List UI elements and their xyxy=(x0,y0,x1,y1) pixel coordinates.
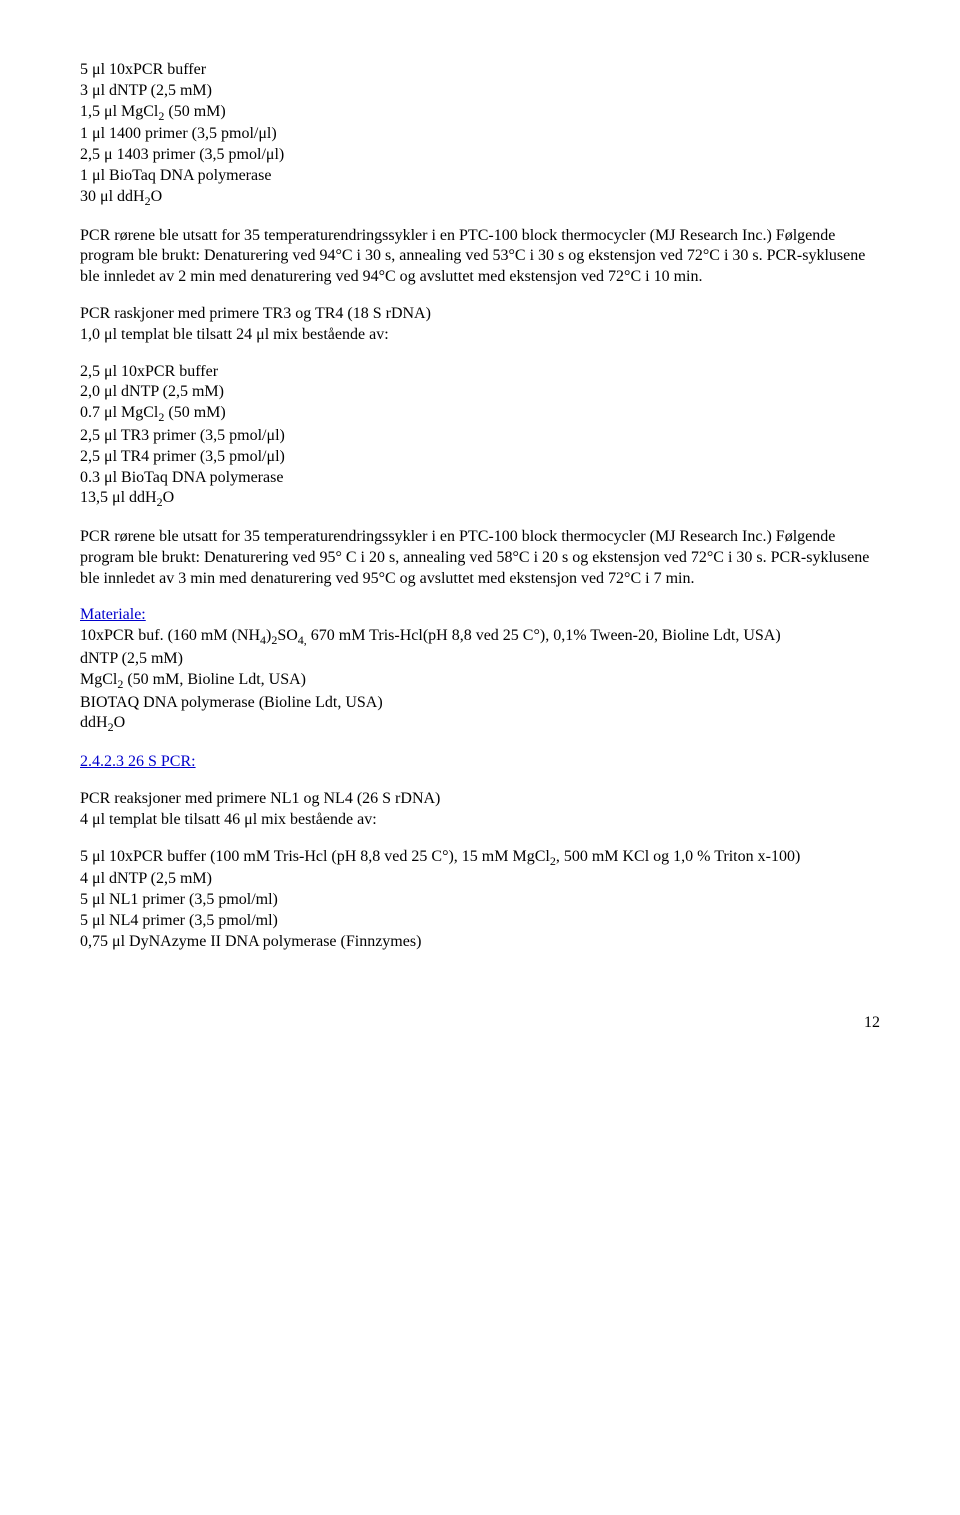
line: 0.3 μl BioTaq DNA polymerase xyxy=(80,469,283,486)
line: PCR reaksjoner med primere NL1 og NL4 (2… xyxy=(80,790,440,807)
pcr-reaction-intro-2: PCR reaksjoner med primere NL1 og NL4 (2… xyxy=(80,789,880,831)
materials-block: Materiale: 10xPCR buf. (160 mM (NH4)2SO4… xyxy=(80,605,880,736)
line: dNTP (2,5 mM) xyxy=(80,650,183,667)
reagent-list-2: 2,5 μl 10xPCR buffer 2,0 μl dNTP (2,5 mM… xyxy=(80,362,880,512)
line: 3 μl dNTP (2,5 mM) xyxy=(80,82,212,99)
page-number: 12 xyxy=(80,1013,880,1034)
line: 0,75 μl DyNAzyme II DNA polymerase (Finn… xyxy=(80,933,421,950)
line: 10xPCR buf. (160 mM (NH4)2SO4, 670 mM Tr… xyxy=(80,627,781,644)
reagent-list-3: 5 μl 10xPCR buffer (100 mM Tris-Hcl (pH … xyxy=(80,847,880,953)
section-heading-link[interactable]: 2.4.2.3 26 S PCR: xyxy=(80,753,196,770)
line: 5 μl 10xPCR buffer (100 mM Tris-Hcl (pH … xyxy=(80,848,800,865)
line: ddH2O xyxy=(80,714,125,731)
line: BIOTAQ DNA polymerase (Bioline Ldt, USA) xyxy=(80,694,383,711)
section-heading: 2.4.2.3 26 S PCR: xyxy=(80,752,880,773)
line: 30 μl ddH2O xyxy=(80,188,162,205)
pcr-reaction-intro-1: PCR raskjoner med primere TR3 og TR4 (18… xyxy=(80,304,880,346)
line: 5 μl 10xPCR buffer xyxy=(80,61,206,78)
line: 1 μl BioTaq DNA polymerase xyxy=(80,167,271,184)
line: 4 μl dNTP (2,5 mM) xyxy=(80,870,212,887)
line: 2,0 μl dNTP (2,5 mM) xyxy=(80,383,224,400)
line: 5 μl NL4 primer (3,5 pmol/ml) xyxy=(80,912,278,929)
pcr-program-paragraph-1: PCR rørene ble utsatt for 35 temperature… xyxy=(80,226,880,288)
materials-heading-link[interactable]: Materiale: xyxy=(80,606,146,623)
line: 1 μl 1400 primer (3,5 pmol/μl) xyxy=(80,125,277,142)
line: MgCl2 (50 mM, Bioline Ldt, USA) xyxy=(80,671,306,688)
reagent-list-1: 5 μl 10xPCR buffer 3 μl dNTP (2,5 mM) 1,… xyxy=(80,60,880,210)
line: 4 μl templat ble tilsatt 46 μl mix bestå… xyxy=(80,811,377,828)
line: PCR raskjoner med primere TR3 og TR4 (18… xyxy=(80,305,431,322)
line: 1,5 μl MgCl2 (50 mM) xyxy=(80,103,226,120)
line: 2,5 μ 1403 primer (3,5 pmol/μl) xyxy=(80,146,284,163)
line: 1,0 μl templat ble tilsatt 24 μl mix bes… xyxy=(80,326,389,343)
line: 0.7 μl MgCl2 (50 mM) xyxy=(80,404,226,421)
pcr-program-paragraph-2: PCR rørene ble utsatt for 35 temperature… xyxy=(80,527,880,589)
line: 13,5 μl ddH2O xyxy=(80,489,174,506)
line: 5 μl NL1 primer (3,5 pmol/ml) xyxy=(80,891,278,908)
line: 2,5 μl TR3 primer (3,5 pmol/μl) xyxy=(80,427,285,444)
line: 2,5 μl 10xPCR buffer xyxy=(80,363,218,380)
line: 2,5 μl TR4 primer (3,5 pmol/μl) xyxy=(80,448,285,465)
